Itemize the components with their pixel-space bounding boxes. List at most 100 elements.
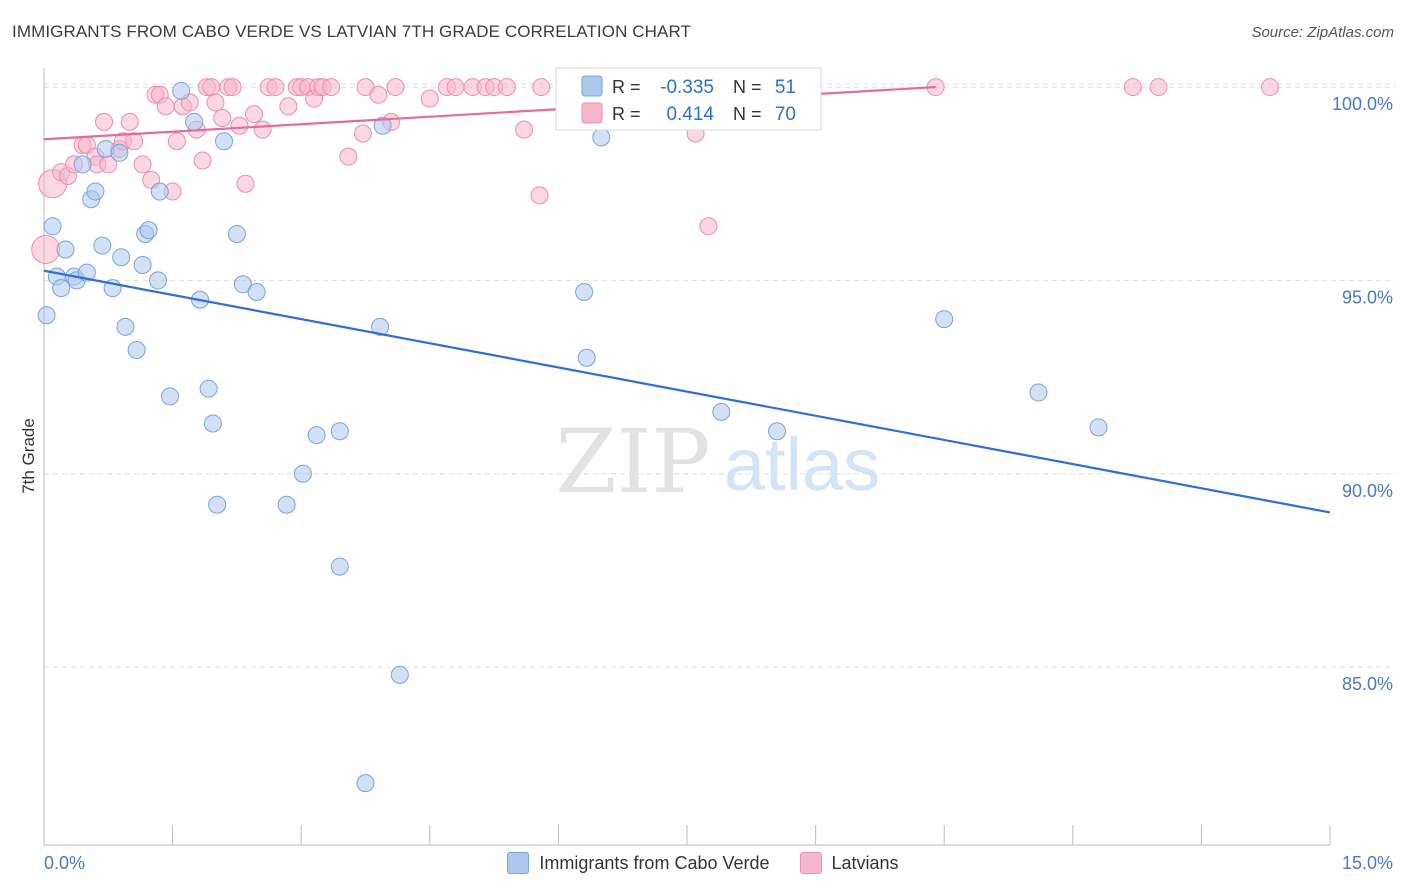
- cabo-verde-point[interactable]: [203, 414, 222, 433]
- cabo-verde-point[interactable]: [371, 317, 390, 336]
- cabo-verde-point[interactable]: [1089, 418, 1108, 437]
- latvian-point[interactable]: [167, 132, 186, 151]
- latvian-point[interactable]: [353, 124, 372, 143]
- latvian-point[interactable]: [279, 97, 298, 116]
- legend-swatch-cabo-verde: [507, 852, 530, 874]
- cabo-verde-point[interactable]: [293, 464, 312, 483]
- latvian-point[interactable]: [530, 186, 549, 205]
- cabo-verde-point[interactable]: [150, 182, 169, 201]
- latvian-point[interactable]: [446, 78, 465, 97]
- cabo-verde-point[interactable]: [37, 306, 56, 325]
- cabo-verde-point[interactable]: [330, 557, 349, 576]
- cabo-verde-point[interactable]: [199, 379, 218, 398]
- cabo-verde-point[interactable]: [161, 387, 180, 406]
- cabo-verde-point[interactable]: [43, 217, 62, 236]
- y-axis-label: 7th Grade: [19, 418, 38, 494]
- latvian-point[interactable]: [322, 78, 341, 97]
- latvian-point[interactable]: [369, 85, 388, 104]
- cabo-verde-point[interactable]: [277, 495, 296, 514]
- y-tick-labels: 100.0% 95.0% 90.0% 85.0%: [1332, 94, 1393, 694]
- cabo-verde-point[interactable]: [116, 317, 135, 336]
- legend-r-label-blue: R =: [612, 77, 641, 97]
- cabo-verde-point[interactable]: [208, 495, 227, 514]
- chart-title: IMMIGRANTS FROM CABO VERDE VS LATVIAN 7T…: [12, 22, 692, 41]
- cabo-verde-point[interactable]: [185, 112, 204, 131]
- cabo-verde-point[interactable]: [233, 275, 252, 294]
- cabo-verde-point[interactable]: [575, 283, 594, 302]
- latvian-point[interactable]: [1149, 78, 1168, 97]
- legend-item-cabo-verde[interactable]: Immigrants from Cabo Verde: [507, 852, 770, 874]
- legend-swatch-blue: [581, 75, 603, 97]
- latvian-point[interactable]: [497, 78, 516, 97]
- cabo-verde-point[interactable]: [390, 665, 409, 684]
- latvian-point[interactable]: [120, 112, 139, 131]
- latvian-point[interactable]: [1123, 78, 1142, 97]
- cabo-verde-point[interactable]: [139, 221, 158, 240]
- latvian-point[interactable]: [156, 97, 175, 116]
- cabo-verde-point[interactable]: [577, 348, 596, 367]
- legend-r-label-pink: R =: [612, 104, 641, 124]
- latvian-point[interactable]: [339, 147, 358, 166]
- latvian-point[interactable]: [532, 78, 551, 97]
- cabo-verde-point[interactable]: [93, 236, 112, 255]
- cabo-verde-point[interactable]: [149, 271, 168, 290]
- y-tick-label: 85.0%: [1342, 674, 1393, 694]
- cabo-verde-point[interactable]: [330, 422, 349, 441]
- legend-r-value-blue: -0.335: [660, 77, 714, 98]
- cabo-verde-point[interactable]: [247, 283, 266, 302]
- latvian-point[interactable]: [95, 112, 114, 131]
- cabo-verde-point[interactable]: [592, 128, 611, 147]
- stats-legend: R = -0.335 N = 51 R = 0.414 N = 70: [555, 67, 822, 131]
- cabo-verde-point[interactable]: [712, 402, 731, 421]
- cabo-verde-point[interactable]: [133, 255, 152, 274]
- latvian-point[interactable]: [213, 109, 232, 128]
- gridlines: [44, 83, 1395, 668]
- cabo-verde-point[interactable]: [112, 248, 131, 267]
- cabo-verde-point[interactable]: [356, 774, 375, 793]
- latvian-point[interactable]: [386, 78, 405, 97]
- y-tick-label: 95.0%: [1342, 287, 1393, 307]
- latvian-point[interactable]: [420, 89, 439, 108]
- latvian-point[interactable]: [515, 120, 534, 139]
- x-tick-label: 15.0%: [1342, 853, 1393, 873]
- latvian-point[interactable]: [125, 132, 144, 151]
- cabo-verde-point[interactable]: [307, 426, 326, 445]
- cabo-verde-point[interactable]: [127, 341, 146, 360]
- cabo-verde-point[interactable]: [52, 279, 71, 298]
- y-tick-label: 90.0%: [1342, 481, 1393, 501]
- x-tick-labels: 0.0% 15.0%: [44, 853, 1393, 873]
- cabo-verde-point[interactable]: [935, 310, 954, 329]
- watermark-zip: ZIP: [555, 410, 710, 513]
- cabo-verde-point[interactable]: [56, 240, 75, 259]
- latvian-point[interactable]: [223, 78, 242, 97]
- cabo-verde-point[interactable]: [373, 116, 392, 135]
- cabo-verde-point[interactable]: [227, 225, 246, 244]
- latvian-point[interactable]: [1260, 78, 1279, 97]
- cabo-verde-point[interactable]: [215, 132, 234, 151]
- legend-label-cabo-verde: Immigrants from Cabo Verde: [539, 852, 770, 873]
- cabo-verde-point[interactable]: [1029, 383, 1048, 402]
- legend-r-value-pink: 0.414: [666, 104, 714, 125]
- latvian-point[interactable]: [31, 234, 61, 264]
- cabo-verde-point[interactable]: [768, 422, 787, 441]
- latvian-point[interactable]: [193, 151, 212, 170]
- axes: [43, 68, 1331, 846]
- latvian-point[interactable]: [699, 217, 718, 236]
- legend-label-latvians: Latvians: [831, 852, 899, 873]
- latvian-point[interactable]: [236, 174, 255, 193]
- latvian-point[interactable]: [245, 105, 264, 124]
- latvian-point[interactable]: [206, 93, 225, 112]
- cabo-verde-point[interactable]: [110, 143, 129, 162]
- latvian-point[interactable]: [253, 120, 272, 139]
- latvian-point[interactable]: [266, 78, 285, 97]
- cabo-verde-point[interactable]: [86, 182, 105, 201]
- y-tick-label: 100.0%: [1332, 94, 1393, 114]
- latvian-point[interactable]: [202, 78, 221, 97]
- latvian-point[interactable]: [230, 116, 249, 135]
- legend-n-label-pink: N =: [733, 104, 762, 124]
- cabo-verde-point[interactable]: [73, 155, 92, 174]
- legend-item-latvians[interactable]: Latvians: [799, 852, 899, 874]
- cabo-verde-point[interactable]: [172, 81, 191, 100]
- latvian-point[interactable]: [133, 155, 152, 174]
